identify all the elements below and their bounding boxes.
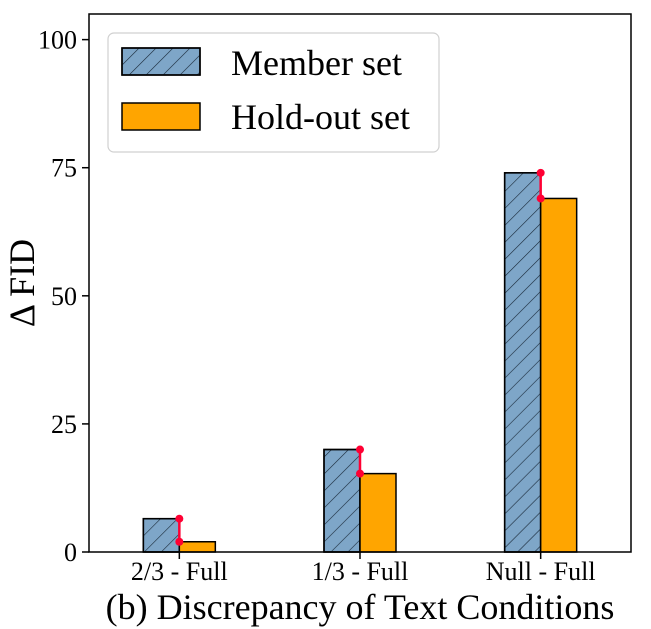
legend-swatch-member-hatch — [121, 47, 201, 76]
x-axis: 2/3 - Full 1/3 - Full Null - Full — [131, 552, 596, 586]
y-tick-label: 0 — [64, 538, 77, 567]
bars-layer — [142, 172, 578, 553]
bar-holdout — [539, 197, 578, 553]
bar-member-hatch — [503, 172, 542, 553]
legend-swatch-holdout — [121, 102, 201, 131]
gap-dot-top — [175, 514, 184, 523]
gap-dot-bottom — [175, 537, 184, 546]
bar-member-hatch — [142, 517, 181, 553]
gap-markers-layer — [175, 168, 545, 546]
gap-dot-bottom — [356, 469, 364, 478]
bar-holdout — [178, 541, 217, 553]
y-tick-label: 75 — [51, 154, 77, 183]
x-tick-label: 1/3 - Full — [312, 557, 409, 586]
legend-label-holdout: Hold-out set — [231, 97, 410, 137]
legend-label-member: Member set — [231, 43, 402, 83]
bar-holdout — [359, 472, 397, 553]
y-axis-label: Δ FID — [2, 239, 42, 327]
y-tick-label: 50 — [51, 282, 77, 311]
bar-member-hatch — [323, 448, 361, 553]
gap-dot-top — [356, 445, 364, 454]
gap-dot-top — [536, 168, 545, 177]
x-tick-label: Null - Full — [486, 557, 596, 586]
x-tick-label: 2/3 - Full — [131, 557, 228, 586]
x-axis-label: (b) Discrepancy of Text Conditions — [106, 587, 615, 627]
legend: Member set Hold-out set — [107, 32, 440, 153]
y-tick-label: 25 — [51, 410, 77, 439]
gap-dot-bottom — [536, 194, 545, 203]
y-tick-label: 100 — [38, 26, 77, 55]
y-axis: 0 25 50 75 100 — [38, 26, 89, 567]
